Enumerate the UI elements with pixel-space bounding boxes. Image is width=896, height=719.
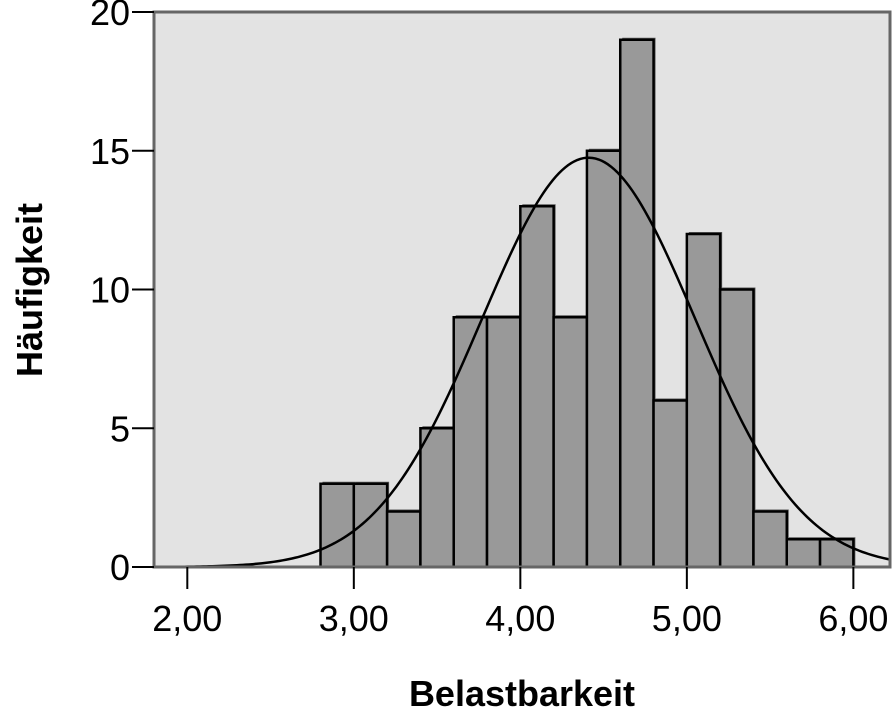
axes-group: 0 5 10 15 20 2,00 3,00 4,00 5,00 6,00 [90,0,888,639]
x-tick-label: 3,00 [319,598,389,639]
histogram-bar [652,399,689,569]
histogram-bar [785,538,822,569]
x-tick-label: 5,00 [652,598,722,639]
histogram-bar [319,482,356,569]
x-axis-title: Belastbarkeit [409,673,635,714]
histogram-bar [585,149,622,569]
y-axis-title: Häufigkeit [9,203,50,377]
histogram-bar [485,316,522,569]
bars-group [319,37,856,569]
histogram-bar [519,205,555,569]
histogram-bar [385,510,422,569]
y-tick-label: 5 [110,408,130,449]
histogram-bar [552,316,589,569]
y-tick-label: 10 [90,270,130,311]
x-tick-label: 2,00 [152,598,222,639]
histogram-bar [452,316,489,569]
histogram-bar [618,38,655,569]
histogram-bar [419,427,455,569]
histogram-bar [818,538,855,569]
y-tick-label: 20 [90,0,130,33]
histogram-bar [685,232,722,569]
histogram-bar [718,288,755,569]
x-tick-label: 6,00 [818,598,888,639]
x-tick-label: 4,00 [485,598,555,639]
y-tick-label: 0 [110,547,130,588]
normal-curve [153,156,891,569]
y-tick-label: 15 [90,131,130,172]
histogram-bar [752,510,789,569]
